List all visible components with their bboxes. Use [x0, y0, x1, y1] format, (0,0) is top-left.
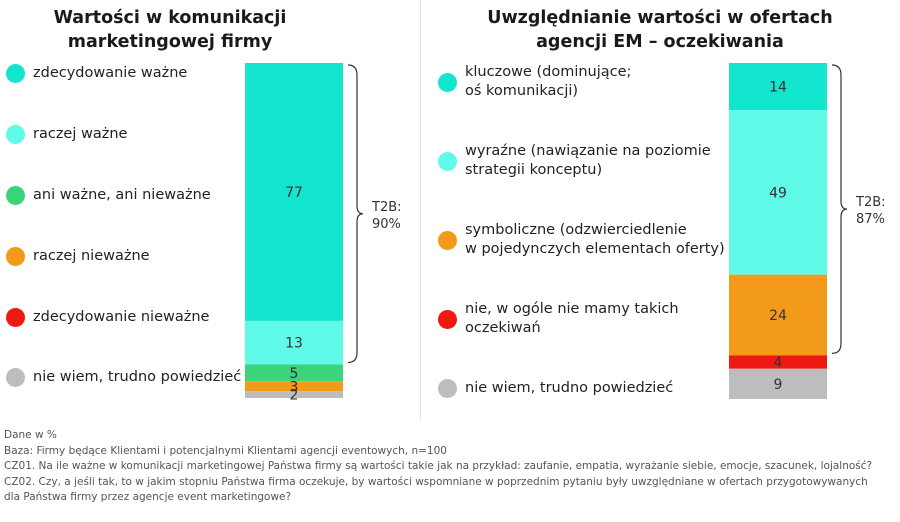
left-bar-segment-4 — [245, 381, 343, 392]
right-bar-label-3: 24 — [769, 308, 787, 324]
right-bar-label-2: 49 — [769, 185, 787, 201]
right-bar-segment-5 — [729, 368, 827, 399]
panel-divider — [420, 0, 421, 420]
right-legend-item-4: nie, w ogóle nie mamy takich oczekiwań — [438, 300, 679, 338]
footnote-data-unit: Dane w % — [4, 429, 57, 441]
left-bar-label-4: 3 — [290, 379, 299, 395]
left-bar-segment-2 — [245, 320, 343, 365]
right-t2b-annotation-line-2: 87% — [856, 212, 885, 227]
left-legend-swatch-1 — [6, 64, 25, 83]
right-bar-label-5: 9 — [774, 377, 783, 393]
left-bar-label-2: 13 — [285, 336, 303, 352]
right-legend-label-1: kluczowe (dominujące; oś komunikacji) — [465, 64, 632, 99]
left-title-line-2: marketingowej firmy — [67, 32, 273, 52]
left-legend-item-3: ani ważne, ani nieważne — [6, 186, 211, 205]
left-legend-item-2: raczej ważne — [6, 125, 127, 144]
left-legend-label-2: raczej ważne — [33, 126, 128, 142]
right-bar-segment-4 — [729, 355, 827, 369]
footnote-base: Baza: Firmy będące Klientami i potencjal… — [4, 444, 447, 457]
left-title-line-1: Wartości w komunikacji — [53, 8, 287, 28]
footnote-question-cz01: CZ01. Na ile ważne w komunikacji marketi… — [4, 460, 873, 472]
left-legend-label-4: raczej nieważne — [33, 248, 150, 264]
right-t2b-bracket — [831, 64, 848, 354]
left-t2b-annotation-line-1: T2B: — [371, 200, 402, 215]
footnote-question-cz02-cont: dla Państwa firmy przez agencje event ma… — [4, 491, 292, 503]
left-legend-item-6: nie wiem, trudno powiedzieć — [6, 368, 241, 387]
right-legend-item-5: nie wiem, trudno powiedzieć — [438, 379, 673, 398]
right-legend-label-5: nie wiem, trudno powiedzieć — [465, 380, 674, 396]
right-title-line-1: Uwzględnianie wartości w ofertach — [487, 8, 833, 28]
left-legend-item-4: raczej nieważne — [6, 247, 150, 266]
left-legend-swatch-5 — [6, 308, 25, 327]
right-legend-item-1: kluczowe (dominujące; oś komunikacji) — [438, 63, 631, 101]
right-legend-swatch-3 — [438, 230, 457, 250]
left-legend-swatch-3 — [6, 186, 25, 205]
right-legend-swatch-2 — [438, 151, 457, 171]
right-t2b-annotation-line-1: T2B: — [855, 195, 886, 210]
right-bar-segment-2 — [729, 110, 827, 275]
right-legend-item-3: symboliczne (odzwierciedlenie w pojedync… — [438, 221, 725, 259]
right-legend-label-2: wyraźne (nawiązanie na poziomie strategi… — [465, 143, 711, 178]
left-legend-label-1: zdecydowanie ważne — [33, 65, 188, 81]
left-bar-segment-1 — [245, 63, 343, 321]
left-bar-segment-6 — [245, 391, 343, 398]
left-chart-title: Wartości w komunikacji marketingowej fir… — [20, 6, 320, 54]
left-legend-swatch-4 — [6, 247, 25, 266]
left-legend-label-5: zdecydowanie nieważne — [33, 309, 210, 325]
left-legend-label-6: nie wiem, trudno powiedzieć — [33, 369, 242, 385]
right-legend-swatch-1 — [438, 72, 457, 92]
left-legend-swatch-2 — [6, 125, 25, 144]
right-legend-label-3: symboliczne (odzwierciedlenie w pojedync… — [465, 222, 725, 257]
footnotes: Dane w % Baza: Firmy będące Klientami i … — [4, 428, 894, 506]
right-bar-label-4: 4 — [774, 355, 783, 371]
left-t2b-bracket — [347, 64, 364, 364]
left-bar-label-1: 77 — [285, 185, 303, 201]
left-t2b-annotation-line-2: 90% — [372, 217, 401, 232]
right-legend-label-4: nie, w ogóle nie mamy takich oczekiwań — [465, 301, 679, 336]
left-bar-segment-3 — [245, 364, 343, 382]
footnote-question-cz02: CZ02. Czy, a jeśli tak, to w jakim stopn… — [4, 475, 868, 488]
left-legend-item-1: zdecydowanie ważne — [6, 64, 187, 83]
right-bar-segment-3 — [729, 274, 827, 356]
right-legend-swatch-4 — [438, 309, 457, 329]
right-chart-title: Uwzględnianie wartości w ofertach agencj… — [470, 6, 850, 54]
right-bar-label-1: 14 — [769, 80, 787, 96]
left-legend-label-3: ani ważne, ani nieważne — [33, 187, 211, 203]
left-legend-item-5: zdecydowanie nieważne — [6, 308, 209, 327]
left-bar-label-3: 5 — [290, 366, 299, 382]
right-bar-segment-1 — [729, 63, 827, 111]
right-legend-item-2: wyraźne (nawiązanie na poziomie strategi… — [438, 142, 711, 180]
left-legend-swatch-6 — [6, 368, 25, 387]
right-title-line-2: agencji EM – oczekiwania — [536, 32, 784, 52]
left-bar-label-6: 2 — [290, 388, 299, 404]
right-legend-swatch-5 — [438, 379, 457, 398]
